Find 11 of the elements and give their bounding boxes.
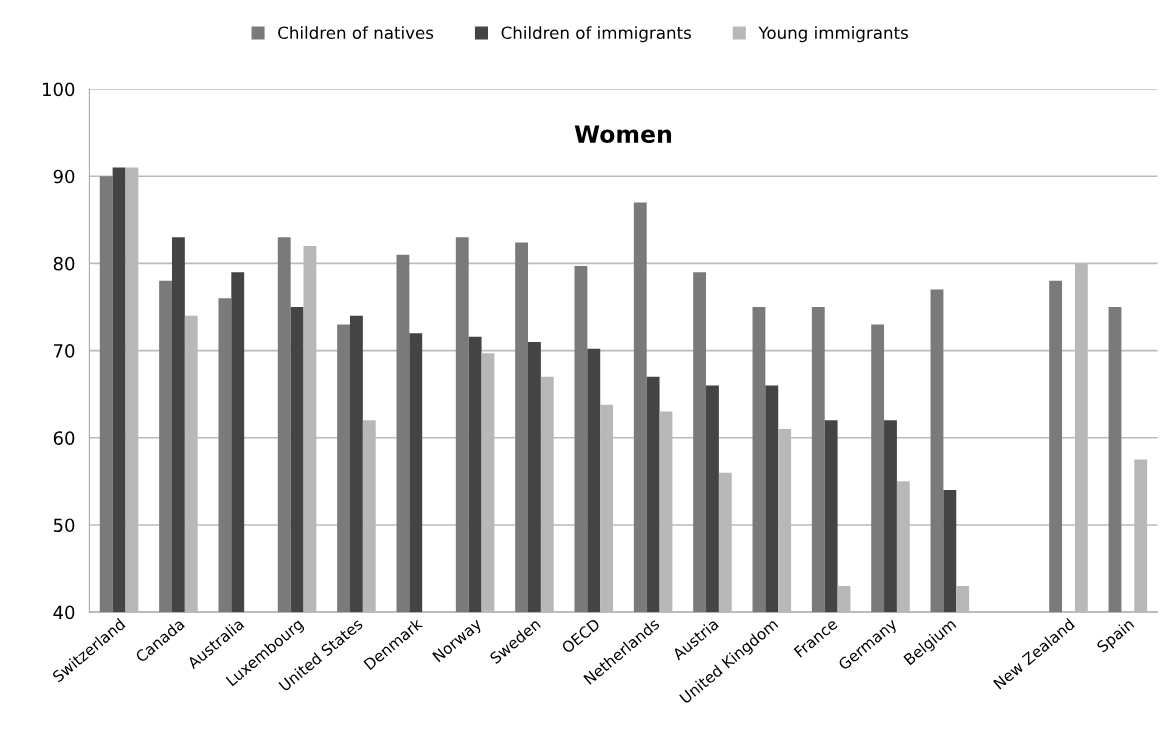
y-tick-label: 60 (53, 431, 75, 445)
legend-label: Young immigrants (758, 26, 908, 43)
y-tick-label: 50 (53, 518, 75, 533)
legend-label: Children of immigrants (501, 26, 691, 43)
y-tick-label: 90 (53, 169, 75, 184)
y-tick-label: 40 (53, 605, 75, 620)
y-tick-label: 70 (54, 344, 75, 358)
legend-label: Children of natives (278, 26, 434, 40)
y-tick-label: 80 (53, 256, 75, 271)
text: Women (574, 125, 672, 143)
y-tick-label: 100 (43, 82, 75, 97)
